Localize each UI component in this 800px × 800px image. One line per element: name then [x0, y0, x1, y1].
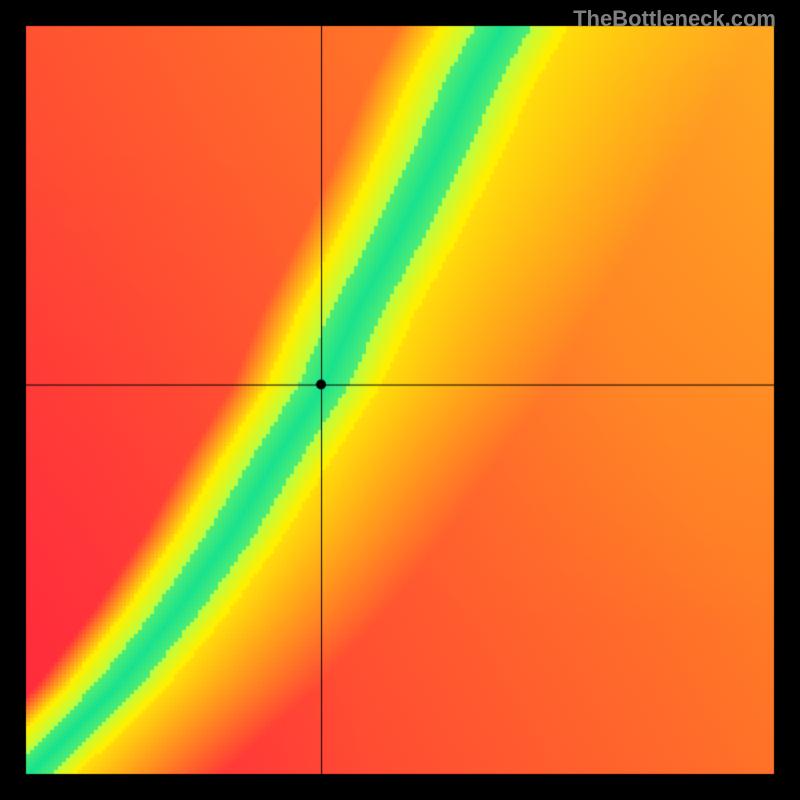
chart-container: TheBottleneck.com: [0, 0, 800, 800]
watermark-text: TheBottleneck.com: [573, 6, 776, 32]
bottleneck-heatmap: [0, 0, 800, 800]
